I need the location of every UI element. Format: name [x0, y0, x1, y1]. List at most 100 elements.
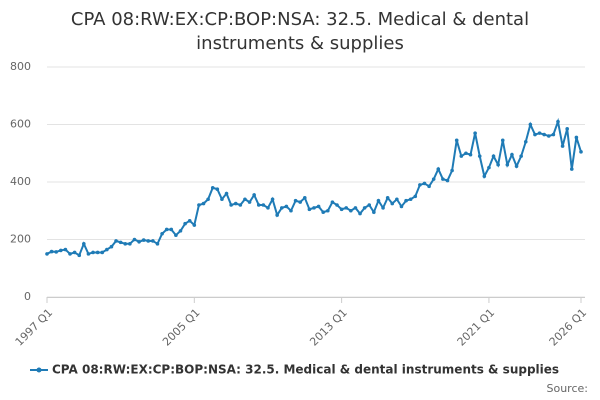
point	[510, 152, 514, 157]
point	[326, 208, 330, 213]
point	[132, 237, 137, 242]
point	[289, 208, 293, 213]
legend-symbol-dot	[36, 367, 42, 373]
point	[519, 154, 523, 158]
point	[160, 231, 164, 236]
point	[312, 206, 316, 210]
point	[316, 204, 321, 209]
point	[293, 198, 298, 203]
legend-label: CPA 08:RW:EX:CP:BOP:NSA: 32.5. Medical &…	[52, 363, 559, 377]
point	[284, 204, 289, 209]
point	[49, 249, 54, 254]
point	[404, 198, 408, 203]
point	[514, 164, 519, 168]
point	[487, 165, 491, 170]
point	[450, 168, 454, 173]
point	[335, 203, 339, 207]
point	[197, 203, 201, 207]
source: Source:	[547, 382, 589, 395]
point	[220, 197, 224, 202]
point	[275, 213, 279, 217]
point	[155, 242, 160, 246]
series-line	[46, 117, 582, 257]
point	[436, 167, 441, 171]
point	[569, 167, 574, 171]
point	[408, 197, 413, 202]
y-tick-label: 0	[24, 290, 31, 303]
point	[339, 207, 344, 212]
point	[321, 210, 326, 214]
point	[151, 239, 155, 243]
point	[330, 200, 335, 204]
point	[390, 201, 395, 206]
point	[546, 134, 551, 138]
point	[174, 233, 178, 237]
point	[68, 252, 72, 256]
point	[542, 132, 546, 137]
point	[454, 138, 459, 143]
point	[574, 135, 579, 140]
point	[224, 191, 229, 196]
point	[505, 162, 510, 167]
point	[358, 211, 362, 216]
point	[118, 240, 123, 245]
point	[114, 239, 118, 243]
point	[431, 177, 436, 181]
point	[500, 138, 505, 143]
point	[464, 151, 468, 156]
point	[169, 227, 174, 232]
point	[349, 208, 353, 213]
point	[381, 206, 385, 210]
point	[183, 221, 187, 226]
point	[298, 200, 302, 204]
x-tick-label: 1997 Q1	[13, 306, 56, 349]
point	[45, 252, 49, 256]
x-tick-label: 2013 Q1	[307, 306, 350, 349]
point	[128, 242, 132, 246]
point	[233, 201, 238, 206]
point	[353, 206, 358, 210]
point	[302, 196, 307, 200]
point	[399, 204, 404, 209]
x-tick-label: 2005 Q1	[160, 306, 203, 349]
point	[256, 203, 261, 207]
point	[215, 187, 220, 191]
point	[556, 119, 560, 124]
point	[551, 132, 556, 137]
point	[109, 244, 114, 249]
point	[459, 154, 464, 158]
point	[270, 197, 275, 202]
point	[482, 174, 487, 179]
y-tick-label: 400	[10, 175, 31, 188]
point	[376, 198, 381, 203]
point	[579, 150, 583, 154]
point	[192, 223, 197, 227]
point	[413, 194, 418, 199]
point	[137, 240, 141, 244]
point	[252, 193, 256, 197]
point	[201, 201, 206, 206]
point	[243, 197, 247, 202]
point	[307, 207, 312, 212]
point	[95, 250, 100, 255]
point	[206, 197, 210, 202]
point	[279, 206, 284, 210]
point	[123, 242, 128, 246]
point	[266, 206, 270, 210]
point	[362, 206, 367, 210]
point	[385, 196, 390, 200]
y-tick-label: 200	[10, 233, 31, 246]
point	[54, 250, 59, 254]
y-tick-label: 600	[10, 118, 31, 131]
point	[86, 252, 91, 256]
point	[178, 229, 183, 233]
chart-title: CPA 08:RW:EX:CP:BOP:NSA: 32.5. Medical &…	[70, 9, 530, 54]
point	[565, 127, 569, 131]
point	[491, 154, 496, 158]
point	[468, 152, 473, 157]
point	[72, 250, 77, 255]
point	[533, 132, 537, 137]
point	[164, 227, 169, 232]
point	[367, 203, 372, 207]
